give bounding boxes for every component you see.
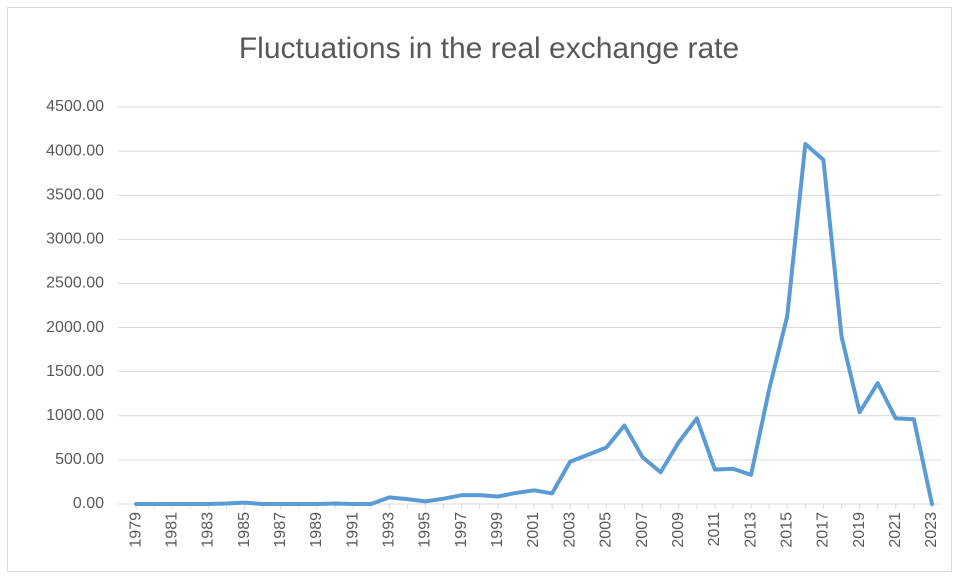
x-tick-label: 1979	[127, 512, 144, 548]
x-tick-label: 1987	[272, 512, 289, 548]
y-tick-label: 3500.00	[46, 186, 104, 203]
x-tick-label: 1997	[453, 512, 470, 548]
x-tick-label: 2011	[706, 512, 723, 547]
x-tick-label: 2021	[887, 512, 904, 548]
x-tick-label: 2023	[923, 512, 940, 548]
y-tick-label: 500.00	[55, 451, 104, 468]
data-line	[134, 142, 934, 506]
x-tick-label: 2009	[670, 512, 687, 548]
x-tick-label: 2015	[778, 512, 795, 548]
x-tick-label: 2017	[815, 512, 832, 548]
x-tick-label: 2003	[561, 512, 578, 548]
y-tick-label: 3000.00	[46, 231, 104, 248]
y-tick-label: 1500.00	[46, 363, 104, 380]
y-tick-label: 4000.00	[46, 142, 104, 159]
x-tick-label: 2001	[525, 512, 542, 548]
x-tick-label: 1989	[308, 512, 325, 548]
x-tick-label: 2005	[598, 512, 615, 548]
y-tick-label: 0.00	[73, 495, 104, 512]
y-tick-label: 2500.00	[46, 275, 104, 292]
x-tick-label: 1981	[163, 512, 180, 548]
x-tick-label: 2019	[851, 512, 868, 548]
y-tick-label: 4500.00	[46, 98, 104, 115]
x-tick-label: 2007	[634, 512, 651, 548]
chart-title: Fluctuations in the real exchange rate	[239, 32, 739, 65]
x-tick-label: 1983	[200, 512, 217, 548]
x-tick-label: 1991	[344, 512, 361, 548]
x-tick-label: 1995	[417, 512, 434, 548]
y-tick-label: 2000.00	[46, 319, 104, 336]
x-tick-label: 1985	[236, 512, 253, 548]
chart-frame	[7, 7, 952, 572]
y-tick-label: 1000.00	[46, 407, 104, 424]
x-tick-label: 1999	[489, 512, 506, 548]
x-tick-label: 1993	[381, 512, 398, 548]
x-tick-label: 2013	[742, 512, 759, 548]
